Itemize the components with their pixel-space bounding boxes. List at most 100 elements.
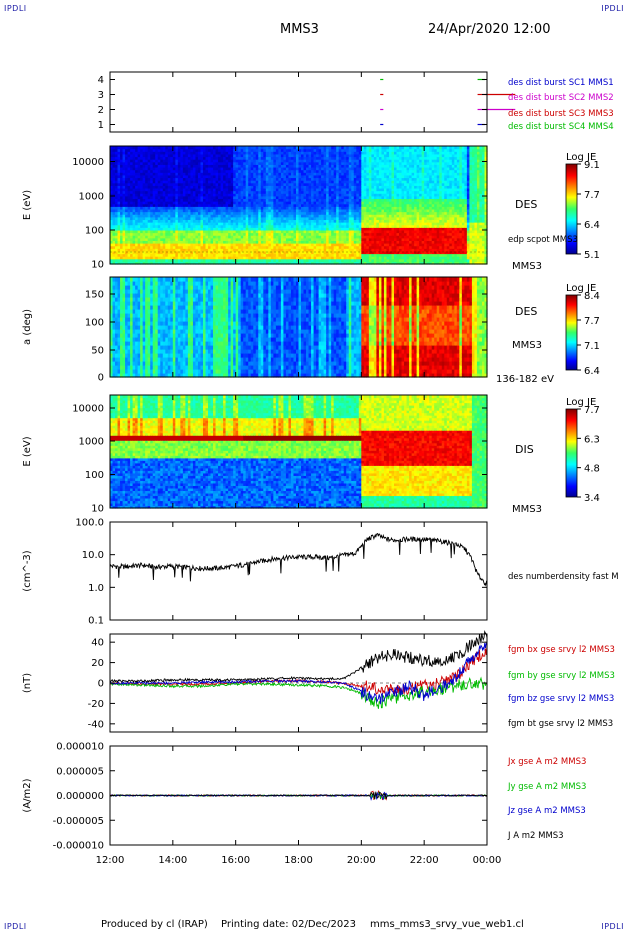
des-energy-cell bbox=[110, 198, 114, 202]
des-energy-cell bbox=[182, 166, 186, 171]
des-energy-cell bbox=[235, 190, 239, 194]
des-energy-cell bbox=[170, 177, 174, 181]
des-energy-cell bbox=[208, 219, 212, 223]
des-energy-cell bbox=[235, 222, 239, 226]
des-energy-cell bbox=[125, 245, 129, 249]
des-energy-cell bbox=[205, 240, 209, 244]
des-energy-cell bbox=[147, 153, 151, 158]
des-energy-cell bbox=[110, 261, 114, 265]
des-energy-cell bbox=[235, 151, 239, 155]
des-energy-cell bbox=[145, 219, 149, 223]
des-energy-cell bbox=[117, 211, 121, 215]
des-energy-cell bbox=[220, 256, 224, 260]
des-energy-cell bbox=[110, 214, 114, 218]
des-energy-cell bbox=[245, 211, 249, 215]
des-energy-cell bbox=[115, 253, 119, 257]
des-energy-cell bbox=[125, 216, 129, 221]
des-energy-cell bbox=[263, 216, 267, 221]
des-energy-cell bbox=[235, 203, 239, 207]
des-energy-cell bbox=[228, 211, 232, 215]
des-energy-cell bbox=[243, 232, 247, 236]
des-energy-cell bbox=[225, 146, 229, 150]
des-energy-cell bbox=[120, 151, 124, 155]
des-energy-cell bbox=[120, 182, 124, 186]
des-energy-cell bbox=[208, 182, 212, 186]
des-energy-cell bbox=[170, 211, 174, 215]
des-energy-cell bbox=[112, 219, 116, 223]
des-energy-cell bbox=[120, 245, 124, 249]
des-energy-cell bbox=[140, 166, 144, 171]
des-energy-cell bbox=[155, 203, 159, 207]
des-energy-cell bbox=[258, 256, 262, 260]
des-energy-cell bbox=[155, 182, 159, 186]
des-energy-cell bbox=[218, 180, 222, 184]
des-energy-cell bbox=[260, 240, 264, 244]
des-energy-cell bbox=[205, 261, 209, 265]
des-energy-cell bbox=[195, 256, 199, 260]
des-energy-cell bbox=[213, 229, 217, 234]
des-energy-cell bbox=[268, 216, 272, 221]
des-energy-cell bbox=[220, 248, 224, 252]
des-energy-cell bbox=[230, 166, 234, 171]
des-energy-cell bbox=[137, 174, 141, 179]
des-energy-cell bbox=[240, 248, 244, 252]
des-energy-cell bbox=[220, 146, 224, 150]
des-energy-cell bbox=[135, 206, 139, 210]
des-energy-cell bbox=[260, 227, 264, 231]
des-energy-cell bbox=[182, 237, 186, 241]
des-energy-cell bbox=[250, 222, 254, 226]
des-energy-cell bbox=[265, 235, 269, 239]
des-energy-cell bbox=[142, 148, 146, 152]
des-energy-cell bbox=[230, 187, 234, 192]
des-energy-cell bbox=[250, 245, 254, 249]
des-energy-cell bbox=[185, 193, 189, 197]
des-energy-cell bbox=[200, 156, 204, 160]
des-energy-cell bbox=[235, 195, 239, 200]
des-energy-cell bbox=[130, 206, 134, 210]
des-energy-cell bbox=[213, 201, 217, 205]
des-energy-cell bbox=[165, 256, 169, 260]
des-energy-cell bbox=[210, 232, 214, 236]
des-energy-cell bbox=[180, 214, 184, 218]
des-energy-cell bbox=[240, 201, 244, 205]
des-energy-cell bbox=[245, 235, 249, 239]
des-energy-cell bbox=[210, 172, 214, 176]
des-energy-cell bbox=[265, 214, 269, 218]
des-energy-cell bbox=[200, 248, 204, 252]
des-energy-cell bbox=[110, 250, 114, 255]
des-energy-cell bbox=[268, 193, 272, 197]
des-energy-cell bbox=[248, 235, 252, 239]
des-energy-cell bbox=[258, 148, 262, 152]
des-energy-cell bbox=[185, 164, 189, 168]
des-energy-cell bbox=[177, 164, 181, 168]
des-energy-cell bbox=[177, 169, 181, 173]
des-energy-cell bbox=[122, 243, 126, 247]
des-energy-cell bbox=[238, 240, 242, 244]
des-energy-cell bbox=[162, 245, 166, 249]
des-energy-cell bbox=[110, 148, 114, 152]
des-energy-cell bbox=[152, 172, 156, 176]
des-energy-cell bbox=[117, 182, 121, 186]
des-energy-cell bbox=[197, 159, 202, 163]
des-energy-cell bbox=[253, 250, 257, 255]
des-energy-cell bbox=[197, 208, 202, 213]
des-energy-cell bbox=[255, 187, 259, 192]
des-energy-cell bbox=[110, 256, 114, 260]
des-energy-cell bbox=[223, 169, 227, 173]
des-energy-cell bbox=[127, 153, 131, 158]
des-energy-cell bbox=[180, 159, 184, 163]
des-energy-cell bbox=[197, 206, 202, 210]
des-energy-cell bbox=[165, 222, 169, 226]
des-energy-cell bbox=[218, 187, 222, 192]
des-energy-cell bbox=[250, 151, 254, 155]
des-energy-cell bbox=[117, 256, 121, 260]
des-energy-cell bbox=[177, 174, 181, 179]
des-energy-cell bbox=[218, 222, 222, 226]
des-energy-cell bbox=[250, 250, 254, 255]
des-energy-cell bbox=[253, 201, 257, 205]
des-energy-cell bbox=[157, 190, 161, 194]
des-energy-cell bbox=[185, 245, 189, 249]
des-energy-cell bbox=[137, 206, 141, 210]
des-energy-cell bbox=[155, 180, 159, 184]
des-energy-cell bbox=[243, 174, 247, 179]
